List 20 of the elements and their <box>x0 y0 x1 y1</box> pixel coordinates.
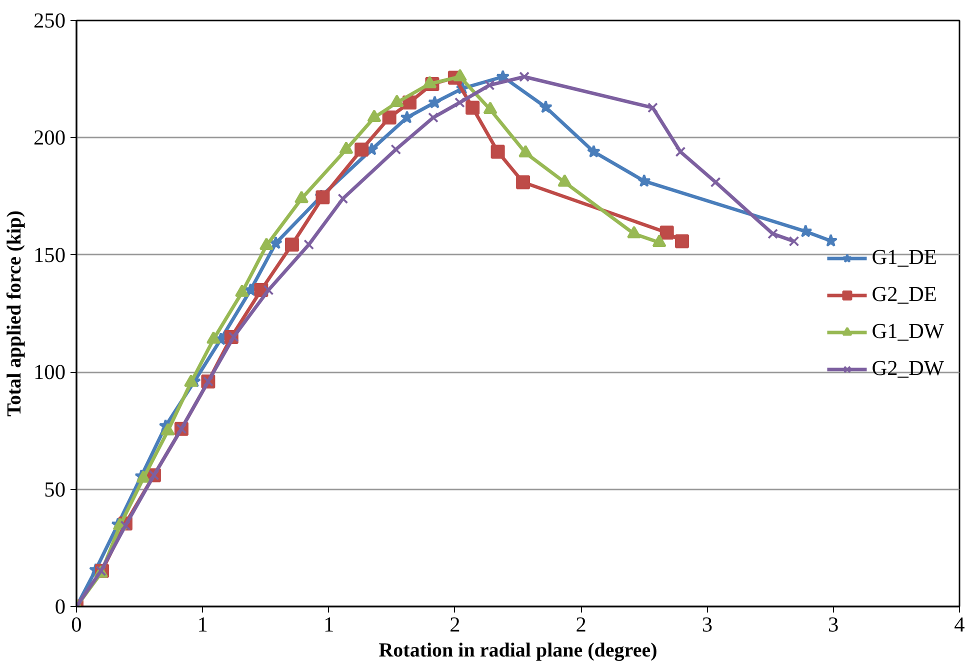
legend-label: G1_DW <box>872 319 944 344</box>
x-tick-label: 4 <box>954 612 966 636</box>
legend-label: G2_DW <box>872 356 944 381</box>
y-tick-label: 250 <box>34 8 66 32</box>
x-tick-label: 3 <box>828 612 839 636</box>
y-tick-label: 200 <box>34 126 66 150</box>
x-tick-label: 2 <box>576 612 586 636</box>
y-tick-label: 50 <box>44 477 66 502</box>
y-axis-title: Total applied force (kip) <box>4 210 26 417</box>
x-tick-label: 0 <box>71 612 82 636</box>
y-tick-label: 100 <box>34 360 66 384</box>
x-axis-title: Rotation in radial plane (degree) <box>378 640 658 662</box>
legend-label: G2_DE <box>872 282 937 307</box>
x-tick-label: 1 <box>323 612 334 636</box>
x-tick-label: 1 <box>197 612 208 636</box>
x-tick-label: 2 <box>450 612 460 636</box>
legend-label: G1_DE <box>872 245 937 270</box>
y-tick-label: 150 <box>34 242 66 267</box>
y-tick-label: 0 <box>54 594 66 618</box>
x-tick-label: 3 <box>702 612 713 636</box>
